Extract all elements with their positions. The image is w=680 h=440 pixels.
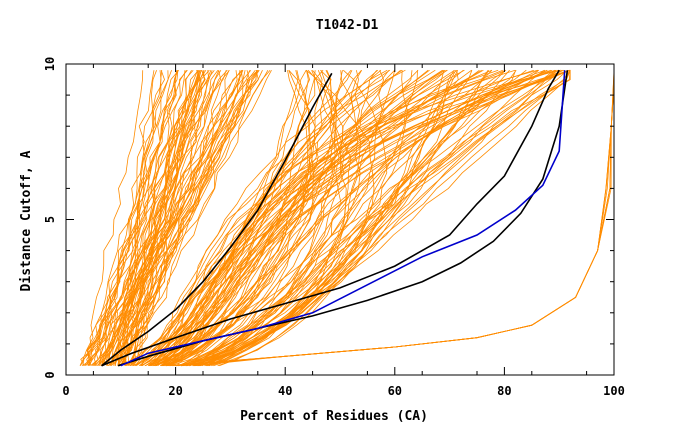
- x-tick-label: 80: [497, 384, 511, 398]
- model-line: [117, 69, 256, 366]
- model-line: [185, 69, 490, 367]
- model-line: [169, 69, 527, 366]
- model-line: [129, 70, 206, 366]
- model-line: [79, 70, 144, 366]
- x-tick-label: 20: [168, 384, 182, 398]
- model-line: [121, 69, 192, 366]
- x-tick-label: 0: [62, 384, 69, 398]
- model-line: [131, 69, 230, 366]
- model-line: [150, 69, 571, 366]
- model-lines: [79, 69, 615, 367]
- model-line: [177, 70, 571, 367]
- model-line: [165, 69, 324, 367]
- model-line: [106, 69, 222, 366]
- model-line: [141, 69, 503, 367]
- series-line: [101, 69, 560, 367]
- model-line: [100, 70, 244, 366]
- y-tick-label: 10: [43, 57, 57, 71]
- model-line: [125, 70, 272, 366]
- model-line: [197, 69, 571, 367]
- model-line: [99, 69, 242, 366]
- model-line: [178, 69, 319, 367]
- model-line: [132, 69, 379, 367]
- model-line: [161, 69, 552, 366]
- plot-area: [79, 69, 615, 367]
- model-line: [93, 70, 212, 366]
- model-line: [90, 70, 186, 367]
- model-line: [126, 69, 406, 366]
- y-tick-label: 0: [43, 371, 57, 378]
- model-line: [129, 70, 220, 366]
- model-line: [167, 69, 492, 367]
- model-line: [165, 70, 314, 367]
- model-line: [86, 70, 172, 366]
- model-line: [213, 70, 571, 367]
- model-line: [196, 70, 396, 367]
- model-line: [91, 69, 252, 366]
- model-line: [169, 70, 343, 367]
- model-line: [148, 69, 571, 367]
- model-line: [155, 69, 390, 366]
- model-line: [162, 70, 309, 367]
- x-axis-label: Percent of Residues (CA): [240, 409, 428, 424]
- model-line: [110, 70, 243, 367]
- model-line: [117, 70, 163, 366]
- model-line: [141, 69, 446, 367]
- x-axis: 0 20 40 60 80 100: [62, 64, 625, 398]
- y-tick-label: 5: [43, 216, 57, 223]
- model-line: [161, 69, 563, 367]
- model-line: [200, 69, 489, 367]
- model-line: [84, 70, 179, 366]
- series-line: [101, 72, 333, 367]
- model-line: [161, 70, 312, 367]
- model-line: [154, 69, 395, 367]
- chart-title: T1042-D1: [316, 18, 379, 33]
- model-line: [89, 70, 179, 366]
- y-axis: 0 5 10: [43, 57, 614, 379]
- highlight-lines: [101, 69, 569, 367]
- model-line: [80, 70, 227, 366]
- y-axis-label: Distance Cutoff, A: [19, 150, 34, 291]
- model-line: [195, 69, 480, 367]
- model-line: [97, 70, 199, 366]
- model-line: [188, 70, 571, 367]
- model-line: [197, 70, 334, 367]
- x-tick-label: 40: [278, 384, 292, 398]
- model-line: [153, 69, 455, 367]
- series-line: [120, 70, 566, 367]
- model-line: [140, 69, 556, 367]
- model-line: [106, 69, 244, 366]
- model-line: [107, 70, 258, 366]
- model-line: [103, 70, 199, 366]
- model-line: [199, 69, 559, 367]
- model-line: [101, 69, 260, 366]
- x-tick-label: 60: [388, 384, 402, 398]
- model-line: [155, 69, 472, 367]
- model-line: [94, 69, 199, 366]
- model-line: [141, 69, 388, 366]
- model-line: [106, 70, 155, 366]
- model-line: [180, 69, 506, 367]
- x-tick-label: 100: [603, 384, 625, 398]
- model-line: [170, 69, 482, 367]
- model-line: [208, 70, 362, 367]
- model-line: [219, 70, 473, 367]
- model-line: [94, 70, 169, 366]
